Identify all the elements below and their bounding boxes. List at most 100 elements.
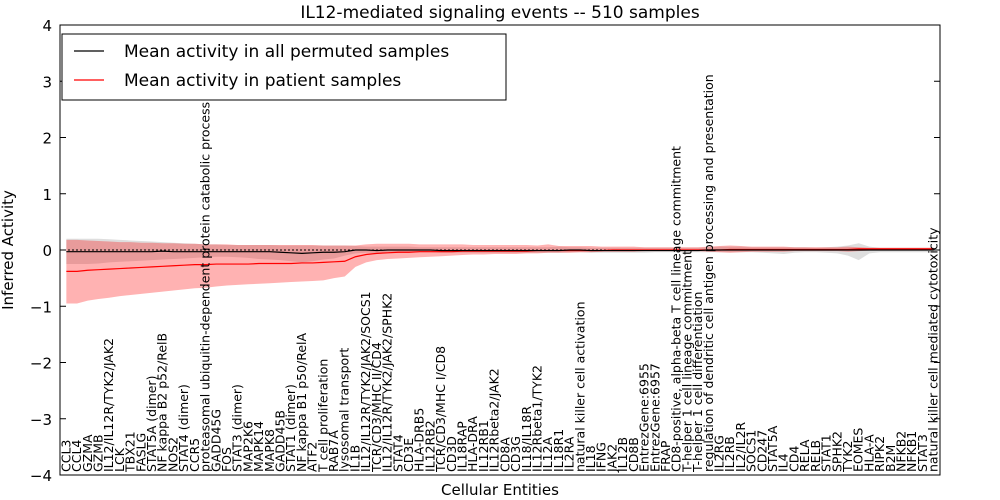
x-tick-labels: CCL3CCL4GZMAGZMBIL12/IL12R/TYK2/JAK2LCKT… <box>58 74 940 473</box>
y-tick-label: 0 <box>42 242 52 260</box>
band-series-1 <box>66 239 934 304</box>
x-tick-label: STAT5A (dimer) <box>144 376 159 472</box>
confidence-bands <box>66 238 934 304</box>
x-tick-label: CD247 <box>754 430 769 472</box>
x-tick-label: IL12/IL12R/TYK2/JAK2/SPHK2 <box>380 293 395 472</box>
y-tick-label: 4 <box>42 17 52 35</box>
x-tick-label: T-helper 1 cell lineage commitment <box>679 250 694 473</box>
x-tick-label: CD3E <box>401 438 416 472</box>
x-tick-label: IL12RB1 <box>476 420 491 472</box>
x-tick-label: natural killer cell activation <box>572 301 587 472</box>
x-tick-label: IL2RA <box>562 436 577 472</box>
x-tick-label: T cell proliferation <box>315 359 330 473</box>
x-tick-label: STAT4 (dimer) <box>176 384 191 472</box>
x-tick-label: IL12RB2 <box>422 420 437 472</box>
x-tick-label: IL2RB <box>722 436 737 472</box>
x-tick-label: HLA-A <box>861 434 876 472</box>
x-tick-label: IL2RG <box>712 435 727 472</box>
x-tick-label: TYK2 <box>840 441 855 473</box>
x-tick-label: TCR/CD3/MHC I/CD8 <box>433 346 448 473</box>
y-axis: −4 −3 −2 −1 0 1 2 3 4 <box>30 17 940 485</box>
chart-title: IL12-mediated signaling events -- 510 sa… <box>300 3 700 23</box>
x-tick-label: RELA <box>797 439 812 472</box>
x-tick-label: IL12Rbeta2/JAK2 <box>487 368 502 472</box>
x-tick-label: NF kappa B1 p50/RelA <box>294 332 309 472</box>
x-tick-label: CD8B <box>626 437 641 472</box>
x-tick-label: TBX21 <box>123 431 138 473</box>
legend-label-1: Mean activity in patient samples <box>124 71 401 91</box>
x-tick-label: EntrezGene:6955 <box>637 363 652 472</box>
plot-frame <box>59 24 941 476</box>
y-tick-label: −4 <box>30 467 52 485</box>
x-tick-label: NFKB2 <box>894 431 909 472</box>
x-tick-label: IL12A <box>540 436 555 472</box>
x-tick-label: IL18/IL18R <box>519 406 534 472</box>
x-tick-label: FASLG <box>133 433 148 472</box>
x-tick-label: IL12Rbeta1/TYK2 <box>529 365 544 472</box>
x-tick-label: NFKB1 <box>904 431 919 472</box>
x-tick-label: RIPK2 <box>872 436 887 472</box>
x-tick-label: CCL4 <box>69 440 84 472</box>
y-tick-label: 3 <box>42 73 52 91</box>
x-tick-label: EntrezGene:6957 <box>647 363 662 472</box>
x-tick-label: IL2/IL2R <box>733 422 748 472</box>
x-tick-label: IL12/IL12R/TYK2/JAK2 <box>101 338 116 472</box>
legend-box <box>61 33 507 101</box>
y-axis-label: Inferred Activity <box>0 190 17 310</box>
x-tick-label: EOMES <box>851 428 866 472</box>
x-tick-label: IL18RAP <box>455 421 470 472</box>
x-tick-label: LCK <box>112 447 127 472</box>
x-tick-label: STAT4 <box>390 434 405 472</box>
x-tick-label: CCR5 <box>187 438 202 472</box>
x-tick-label: CD4 <box>786 446 801 472</box>
x-tick-label: CD8A <box>497 437 512 472</box>
x-tick-label: CD8-positive, alpha-beta T cell lineage … <box>669 146 684 472</box>
y-tick-label: 2 <box>42 130 52 148</box>
x-tick-label: GADD45G <box>208 409 223 472</box>
x-tick-label: GZMB <box>90 434 105 472</box>
x-tick-label: B2M <box>883 445 898 472</box>
x-tick-label: RAB7A <box>326 430 341 472</box>
x-tick-label: SOCS1 <box>744 430 759 472</box>
x-tick-label: STAT1 (dimer) <box>283 384 298 472</box>
x-tick-label: HLA-DRB5 <box>412 408 427 472</box>
x-tick-label: ATF2 <box>305 442 320 472</box>
x-tick-label: SPHK2 <box>829 431 844 472</box>
x-tick-label: NF kappa B2 p52/RelB <box>155 333 170 472</box>
y-tick-label: −3 <box>30 411 52 429</box>
x-tick-label: TCR/CD3/MHC II/CD4 <box>369 342 384 473</box>
x-tick-label: CD3D <box>444 436 459 472</box>
series-lines <box>60 248 940 272</box>
x-tick-label: STAT5A <box>765 425 780 472</box>
x-tick-label: IL12B <box>615 437 630 472</box>
x-tick-label: JAK2 <box>604 444 619 473</box>
x-tick-label: CD3G <box>508 436 523 472</box>
x-tick-label: MAPK14 <box>251 421 266 472</box>
x-tick-label: HLA-DRA <box>465 416 480 472</box>
x-tick-label: IFNG <box>594 442 609 472</box>
x-tick-label: RELB <box>808 440 823 472</box>
y-tick-label: −1 <box>30 298 52 316</box>
y-tick-label: 1 <box>42 186 52 204</box>
x-tick-label: GADD45B <box>273 410 288 472</box>
x-tick-label: STAT3 (dimer) <box>230 384 245 472</box>
x-axis-label: Cellular Entities <box>441 481 559 499</box>
x-tick-label: MAP2K6 <box>240 421 255 472</box>
line-series-0 <box>66 249 934 254</box>
x-tick-label: MAPK8 <box>262 429 277 472</box>
y-tick-label: −2 <box>30 355 52 373</box>
x-tick-label: FRAP <box>658 440 673 472</box>
x-tick-label: natural killer cell mediated cytotoxicit… <box>926 227 941 472</box>
x-tick-label: T-helper 1 cell differentiation <box>690 292 705 473</box>
x-tick-label: proteasomal ubiquitin-dependent protein … <box>198 102 213 472</box>
x-tick-label: STAT1 <box>819 434 834 472</box>
x-tick-label: IL12/IL12R/TYK2/JAK2/SOCS1 <box>358 291 373 472</box>
x-tick-label: regulation of dendritic cell antigen pro… <box>701 74 716 472</box>
x-tick-label: STAT3 <box>915 434 930 472</box>
x-tick-label: GZMA <box>80 434 95 472</box>
x-tick-label: CCL3 <box>58 440 73 472</box>
legend-label-0: Mean activity in all permuted samples <box>124 42 449 62</box>
legend: Mean activity in all permuted samples Mea… <box>61 33 507 101</box>
x-tick-label: FOS <box>219 447 234 472</box>
